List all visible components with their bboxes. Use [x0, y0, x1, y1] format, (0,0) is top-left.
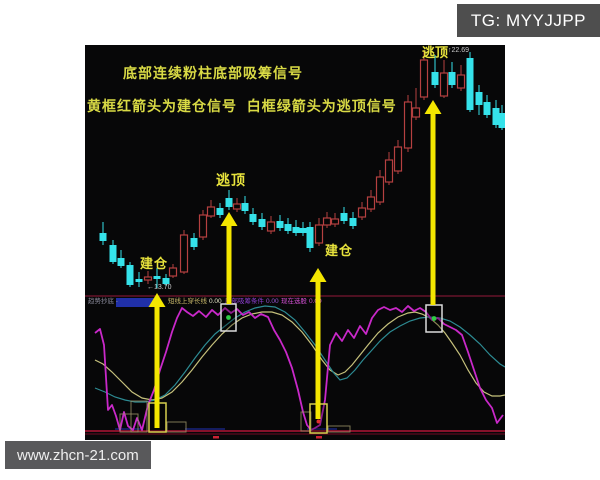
baseline-tick — [316, 436, 322, 439]
faint-signal-box — [166, 421, 187, 433]
candle-body-down — [249, 214, 257, 222]
candle-body-up — [206, 206, 216, 217]
candle-body-down — [225, 198, 233, 207]
stock-chart: 趋势抄底 - 短线上穿长线 0.00 底部吸筹条件 0.00 现在选股 0.00 底部连续粉… — [85, 45, 505, 440]
tg-badge: TG: MYYJJPP — [456, 4, 600, 37]
khaki-indicator-line — [94, 311, 505, 401]
header-highlight-block — [116, 298, 154, 307]
buy-signal-dot — [316, 419, 321, 424]
candle-body-down — [492, 108, 500, 125]
chart-svg — [85, 50, 505, 439]
candle-body-up — [179, 234, 189, 273]
signal-arrow-shaft — [315, 280, 321, 419]
candle-body-up — [366, 196, 376, 210]
candle-body-down — [135, 279, 143, 282]
signal-arrow-head — [148, 293, 166, 307]
candle-body-down — [292, 227, 300, 233]
indicator-header-item: 趋势抄底 - — [88, 298, 118, 305]
candle-body-down — [431, 72, 439, 85]
candle-body-down — [299, 228, 307, 233]
candle-body-up — [232, 203, 242, 210]
faint-signal-box — [130, 400, 148, 433]
faint-signal-box — [119, 413, 139, 433]
candle-body-down — [475, 92, 483, 105]
candle-body-up — [357, 207, 367, 218]
candle-body-down — [340, 213, 348, 221]
baseline-tick — [213, 436, 219, 439]
signal-arrow-shaft — [226, 224, 232, 304]
signal-arrow-head — [309, 268, 327, 282]
sell-signal-dot — [431, 316, 437, 321]
candle-body-down — [109, 245, 117, 262]
candle-body-down — [498, 113, 505, 128]
candle-body-up — [330, 218, 340, 225]
candle-body-up — [266, 221, 276, 232]
candle-body-up — [314, 224, 324, 244]
candle-body-down — [276, 221, 284, 228]
indicator-header-item: 底部吸筹条件 — [225, 298, 264, 305]
indicator-header-item: 0.00 — [309, 298, 322, 305]
candle-body-up — [419, 59, 429, 98]
candle-body-down — [117, 258, 125, 266]
candle-body-up — [439, 72, 449, 97]
indicator-header-item: 0.00 — [209, 298, 222, 305]
candle-body-down — [126, 265, 134, 285]
indicator-header-item: 短线上穿长线 — [168, 298, 207, 305]
candle-body-down — [258, 219, 266, 227]
watermark-badge: www.zhcn-21.com — [5, 441, 151, 469]
candle-body-up — [411, 107, 421, 118]
faint-signal-box — [327, 425, 351, 433]
candle-body-up — [322, 217, 332, 226]
signal-arrow-head — [424, 100, 442, 114]
signal-arrow-head — [220, 212, 238, 226]
candle-body-down — [466, 58, 474, 110]
signal-arrow-shaft — [430, 112, 436, 305]
candle-body-down — [349, 218, 357, 226]
candle-body-down — [306, 227, 314, 248]
faint-signal-box — [300, 411, 312, 432]
candle-body-up — [168, 267, 178, 277]
candle-body-down — [448, 72, 456, 85]
candle-body-down — [483, 102, 491, 115]
candle-body-up — [456, 74, 466, 89]
candle-body-up — [393, 146, 403, 172]
candle-body-up — [403, 101, 413, 149]
candle-body-down — [241, 203, 249, 211]
indicator-header-item: 现在选股 — [281, 298, 307, 305]
signal-arrow-shaft — [154, 305, 160, 428]
candle-body-up — [384, 159, 394, 183]
candle-body-down — [284, 224, 292, 231]
candle-body-down — [190, 238, 198, 247]
sell-signal-dot — [226, 315, 231, 320]
indicator-header-item: 0.00 — [266, 298, 279, 305]
candle-body-down — [153, 276, 161, 279]
candle-body-up — [375, 176, 385, 203]
indicator-header-bar: 趋势抄底 - 短线上穿长线 0.00 底部吸筹条件 0.00 现在选股 0.00 — [85, 297, 505, 308]
candle-body-up — [143, 276, 153, 281]
candle-body-down — [162, 278, 170, 284]
candle-body-down — [216, 208, 224, 215]
candle-body-up — [198, 214, 208, 238]
candle-body-down — [99, 233, 107, 241]
